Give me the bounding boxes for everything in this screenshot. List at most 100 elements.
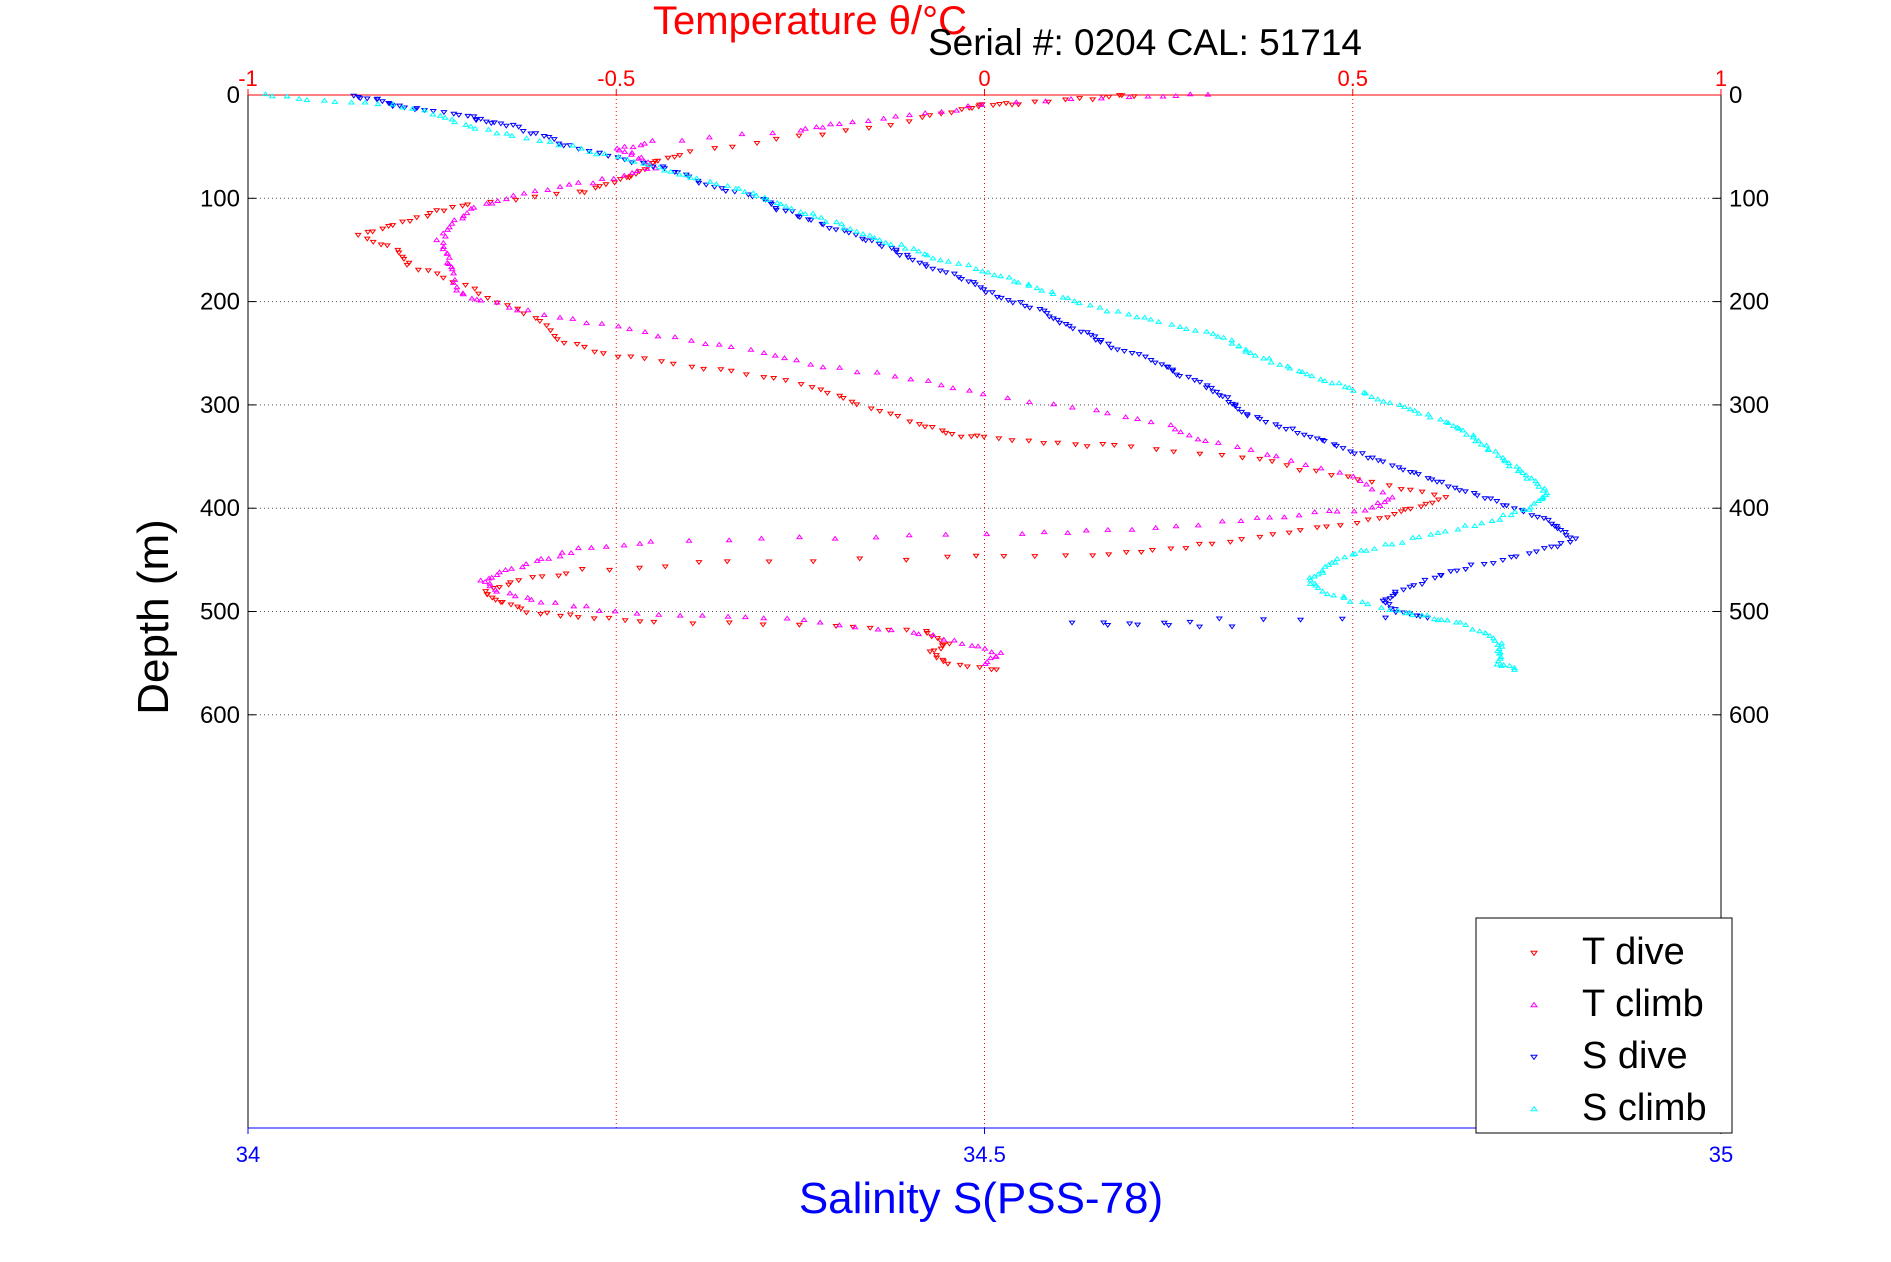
data-point (1523, 475, 1531, 481)
data-point-interpolated (1285, 530, 1293, 536)
data-point-interpolated (1320, 439, 1328, 445)
data-point-interpolated (1104, 341, 1113, 347)
data-point-interpolated (947, 110, 955, 116)
data-point-interpolated (1209, 330, 1217, 336)
data-point-interpolated (675, 171, 684, 177)
y-axis-tick-label-right: 100 (1729, 185, 1769, 212)
data-point-interpolated (543, 323, 551, 329)
data-point-interpolated (1233, 444, 1242, 450)
data-point-interpolated (866, 232, 874, 238)
data-point-interpolated (1125, 311, 1133, 317)
data-point-interpolated (777, 201, 785, 207)
data-point-interpolated (859, 231, 867, 237)
data-point-interpolated (1494, 658, 1502, 664)
data-point-interpolated (369, 239, 377, 245)
data-point-interpolated (678, 137, 686, 143)
data-point-interpolated (892, 113, 900, 119)
data-point-interpolated (1331, 559, 1339, 565)
data-point (1092, 407, 1101, 413)
data-point-interpolated (602, 543, 610, 549)
data-point (1306, 434, 1314, 440)
data-point-interpolated (807, 361, 815, 367)
legend-box (1475, 917, 1733, 1134)
data-point (448, 220, 456, 226)
data-point-interpolated (990, 272, 998, 278)
data-point (835, 121, 843, 127)
data-point-interpolated (1263, 451, 1271, 457)
data-point-interpolated (988, 649, 996, 655)
data-point-interpolated (1105, 94, 1113, 100)
data-point-interpolated (1165, 623, 1173, 629)
data-point-interpolated (735, 185, 743, 191)
data-point-interpolated (513, 307, 521, 313)
data-point (537, 599, 545, 605)
data-point-interpolated (1485, 447, 1493, 453)
data-point-interpolated (1476, 628, 1484, 634)
data-point-interpolated (1327, 473, 1336, 479)
data-point-interpolated (1532, 478, 1540, 484)
data-point-interpolated (1386, 606, 1394, 612)
data-point-interpolated (628, 169, 636, 175)
data-point-interpolated (1148, 548, 1156, 554)
data-point (958, 640, 966, 646)
data-point-interpolated (615, 147, 624, 153)
data-point (817, 214, 825, 220)
data-point-interpolated (1259, 617, 1268, 623)
data-point-interpolated (1014, 279, 1022, 285)
data-point-interpolated (1398, 539, 1406, 545)
data-point-interpolated (1530, 500, 1538, 506)
data-point-interpolated (555, 573, 563, 579)
data-point-interpolated (1076, 96, 1084, 102)
data-point (374, 96, 382, 102)
data-point-interpolated (724, 182, 732, 188)
data-point-interpolated (1306, 580, 1314, 586)
data-point-interpolated (876, 408, 884, 414)
data-point-interpolated (695, 560, 703, 566)
data-point-interpolated (1554, 544, 1562, 550)
data-point (1510, 666, 1519, 672)
y-axis-tick-label-left: 0 (227, 82, 240, 109)
data-point (1054, 440, 1062, 446)
data-point-interpolated (566, 612, 574, 618)
data-point-interpolated (1339, 446, 1347, 452)
legend: T dive T climb S dive S climb (1475, 917, 1733, 1134)
data-point-interpolated (1000, 554, 1008, 560)
data-point-interpolated (838, 221, 846, 227)
data-point (906, 419, 914, 425)
data-point-interpolated (897, 241, 906, 247)
data-point (574, 615, 582, 621)
data-point-interpolated (1477, 441, 1485, 447)
data-point (403, 262, 411, 268)
data-point (1246, 350, 1255, 356)
data-point-interpolated (1418, 489, 1426, 495)
data-point (389, 223, 397, 229)
data-point (502, 196, 510, 202)
data-point-interpolated (592, 185, 600, 191)
data-point-interpolated (518, 564, 527, 570)
data-point-interpolated (1406, 609, 1414, 615)
data-point-interpolated (1411, 407, 1419, 413)
data-point-interpolated (997, 295, 1005, 301)
data-point-interpolated (363, 236, 371, 242)
data-point-interpolated (918, 115, 926, 121)
data-point-interpolated (1314, 571, 1322, 577)
data-point (787, 205, 796, 211)
data-point-interpolated (1317, 376, 1325, 382)
data-point-interpolated (448, 116, 456, 122)
data-point-interpolated (1077, 329, 1085, 335)
data-point-interpolated (956, 662, 964, 668)
data-point-interpolated (1528, 513, 1536, 519)
y-axis-tick-label-right: 400 (1729, 495, 1769, 522)
data-point-interpolated (1253, 514, 1261, 520)
data-point-interpolated (520, 190, 528, 196)
data-point-interpolated (1542, 492, 1550, 498)
data-point (1362, 390, 1370, 396)
data-point (982, 290, 990, 296)
data-point-interpolated (527, 596, 535, 602)
data-point (611, 180, 619, 186)
data-series (261, 91, 1580, 673)
data-point-interpolated (577, 145, 586, 151)
data-point-interpolated (283, 93, 291, 99)
data-point-interpolated (1126, 621, 1134, 627)
data-point-interpolated (801, 211, 809, 217)
